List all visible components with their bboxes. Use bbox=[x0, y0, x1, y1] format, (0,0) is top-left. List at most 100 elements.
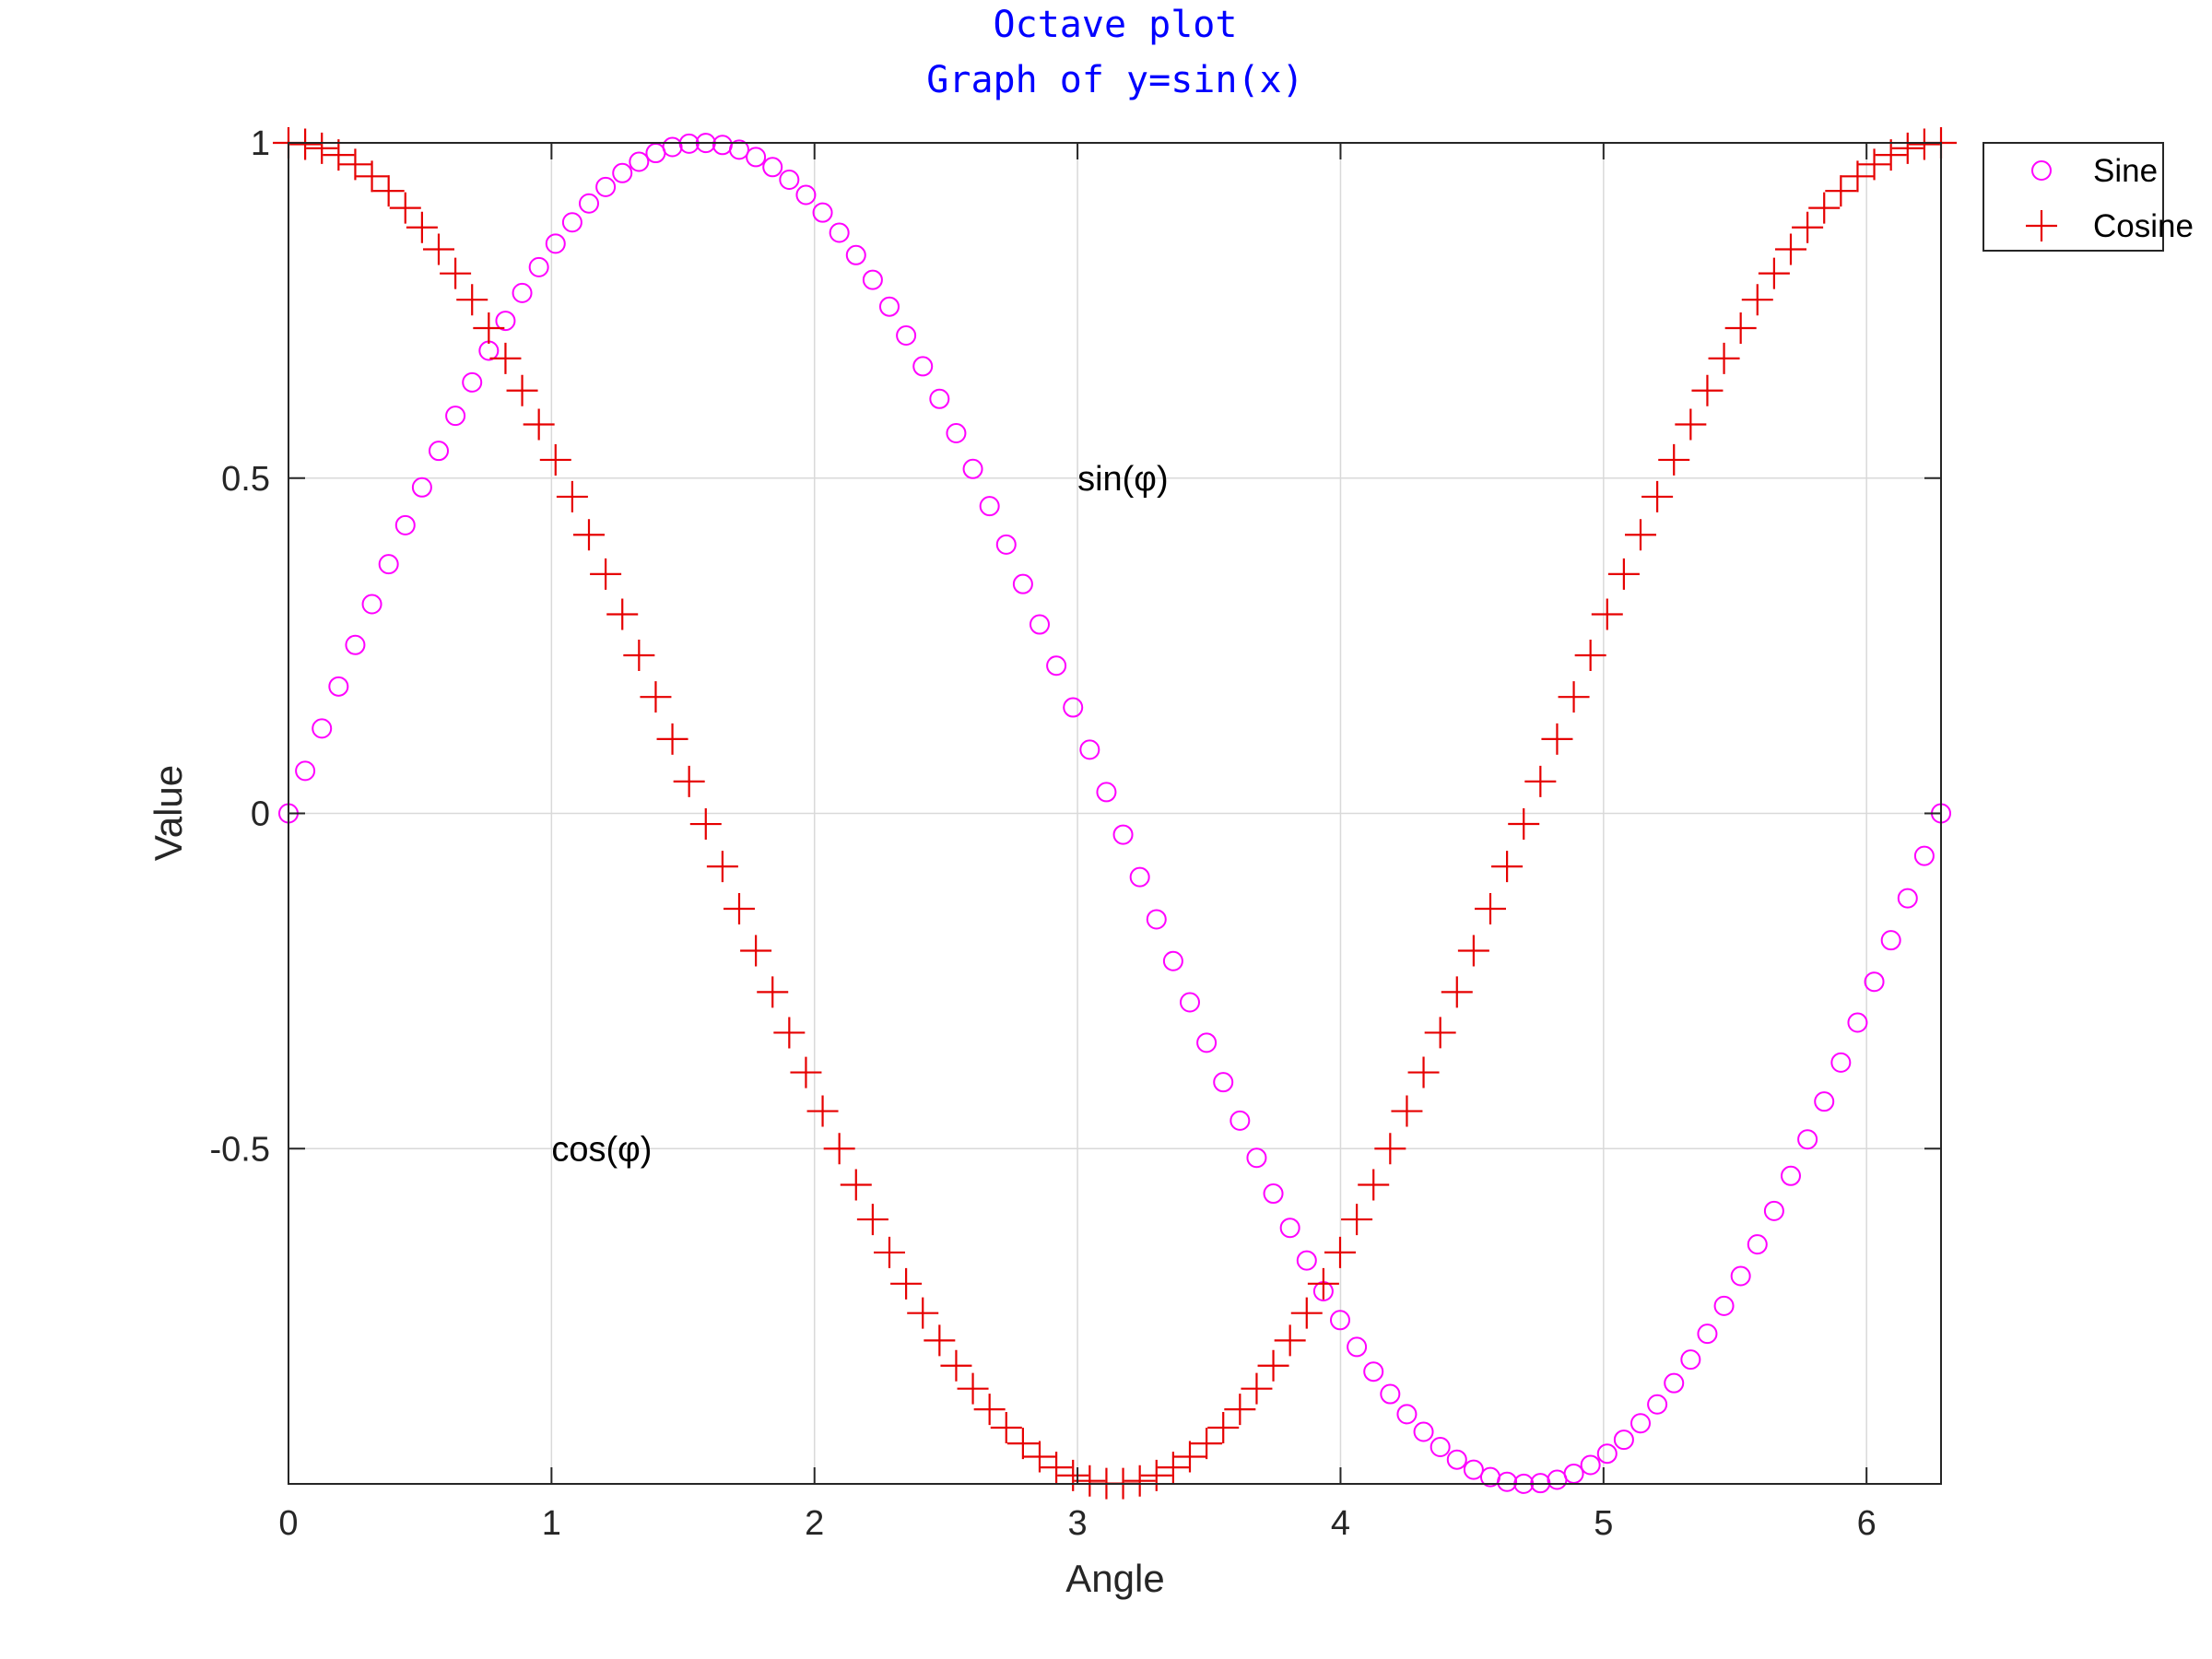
data-point bbox=[1230, 1110, 1251, 1131]
data-point bbox=[312, 718, 333, 739]
data-point bbox=[746, 147, 767, 168]
data-point bbox=[411, 477, 432, 498]
data-point bbox=[1825, 175, 1857, 207]
data-point bbox=[523, 408, 555, 441]
data-point bbox=[1596, 1443, 1618, 1465]
data-point bbox=[1792, 211, 1824, 243]
data-point bbox=[740, 935, 772, 967]
x-tick-label: 2 bbox=[805, 1504, 824, 1543]
x-axis-label: Angle bbox=[1065, 1557, 1164, 1600]
data-point bbox=[940, 1349, 972, 1382]
data-point bbox=[556, 480, 588, 512]
data-point bbox=[590, 558, 622, 590]
data-point bbox=[1880, 930, 1901, 951]
data-point bbox=[1246, 1147, 1267, 1169]
legend: Sine Cosine bbox=[1983, 142, 2194, 252]
data-point bbox=[1607, 558, 1640, 590]
data-point bbox=[1341, 1204, 1373, 1236]
data-point bbox=[689, 808, 722, 841]
data-point bbox=[1430, 1436, 1451, 1457]
data-point bbox=[1046, 655, 1067, 677]
data-point bbox=[1257, 1349, 1289, 1382]
data-point bbox=[929, 388, 950, 409]
data-point bbox=[1574, 639, 1606, 671]
data-point bbox=[1858, 148, 1890, 181]
data-point bbox=[1675, 408, 1707, 441]
data-point bbox=[874, 1236, 905, 1268]
data-point bbox=[1196, 1032, 1218, 1053]
chart-title-line-2: Graph of y=sin(x) bbox=[926, 59, 1303, 101]
data-point bbox=[1730, 1265, 1751, 1287]
data-point bbox=[606, 598, 639, 630]
data-point bbox=[979, 496, 1000, 517]
data-point bbox=[1363, 1361, 1384, 1382]
y-tick-label: 0.5 bbox=[221, 460, 270, 499]
data-point bbox=[946, 422, 967, 443]
data-point bbox=[845, 244, 866, 265]
data-point bbox=[1658, 443, 1690, 476]
y-axis-label: Value bbox=[147, 765, 190, 861]
data-point bbox=[823, 1133, 855, 1165]
y-tick-label: 0 bbox=[251, 795, 270, 834]
data-point bbox=[1775, 233, 1806, 265]
data-point bbox=[1012, 573, 1033, 594]
data-point bbox=[356, 160, 388, 193]
data-point bbox=[473, 312, 505, 344]
x-tick-label: 1 bbox=[542, 1504, 561, 1543]
data-point bbox=[1162, 950, 1183, 971]
x-tick-label: 5 bbox=[1594, 1504, 1613, 1543]
data-point bbox=[724, 893, 755, 925]
data-point bbox=[1057, 1459, 1089, 1491]
data-point bbox=[1781, 1165, 1801, 1186]
data-point bbox=[1741, 284, 1773, 316]
data-point bbox=[1708, 342, 1740, 374]
data-point bbox=[879, 296, 900, 317]
data-point bbox=[306, 132, 338, 164]
legend-box bbox=[1983, 142, 2164, 252]
data-point bbox=[1625, 519, 1656, 551]
data-point bbox=[339, 148, 371, 181]
chart-title: Octave plot Graph of y=sin(x) bbox=[926, 4, 1303, 101]
legend-label-cosine: Cosine bbox=[2093, 208, 2194, 244]
data-point bbox=[995, 534, 1017, 555]
data-point bbox=[1030, 614, 1050, 635]
data-point bbox=[1697, 1324, 1718, 1345]
data-point bbox=[1407, 1056, 1440, 1088]
data-point bbox=[1680, 1349, 1701, 1371]
data-point bbox=[779, 170, 800, 191]
data-point bbox=[1006, 1428, 1039, 1460]
data-point bbox=[1508, 808, 1540, 841]
data-point bbox=[1841, 160, 1874, 193]
data-point bbox=[1541, 723, 1573, 755]
data-point bbox=[856, 1204, 888, 1236]
data-point bbox=[1374, 1133, 1406, 1165]
data-point bbox=[1797, 1129, 1818, 1150]
data-point bbox=[539, 443, 571, 476]
data-point bbox=[1847, 1012, 1868, 1033]
data-point bbox=[829, 222, 850, 243]
data-point bbox=[912, 356, 934, 377]
data-point bbox=[1324, 1236, 1356, 1268]
data-point bbox=[962, 458, 983, 479]
data-point bbox=[973, 1394, 1006, 1426]
annotations: sin(φ) cos(φ) bbox=[551, 460, 1168, 1170]
data-point bbox=[1613, 1430, 1634, 1451]
data-point bbox=[456, 284, 488, 316]
data-point bbox=[1241, 1372, 1273, 1405]
data-point bbox=[1664, 1372, 1685, 1394]
data-point bbox=[345, 634, 366, 655]
data-point bbox=[289, 128, 322, 160]
data-point bbox=[1524, 765, 1557, 797]
data-point bbox=[1380, 1383, 1401, 1405]
data-point bbox=[323, 139, 355, 171]
data-point bbox=[378, 554, 399, 575]
data-point bbox=[1274, 1324, 1306, 1357]
annotation-label: cos(φ) bbox=[551, 1130, 652, 1169]
data-point bbox=[1491, 851, 1524, 883]
data-point bbox=[840, 1169, 872, 1201]
data-point bbox=[1830, 1052, 1852, 1073]
data-point bbox=[706, 851, 738, 883]
data-point bbox=[924, 1324, 956, 1357]
data-point bbox=[790, 1056, 822, 1088]
y-axis-tick-labels: -0.5 0 0.5 1 bbox=[210, 124, 270, 1169]
